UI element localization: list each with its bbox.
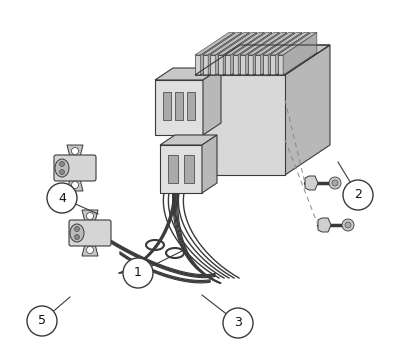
Circle shape [223, 308, 253, 338]
Polygon shape [202, 135, 217, 193]
Polygon shape [246, 32, 279, 75]
Circle shape [60, 169, 64, 174]
Polygon shape [262, 32, 302, 55]
Polygon shape [160, 145, 202, 193]
Polygon shape [276, 32, 309, 75]
Polygon shape [283, 32, 317, 75]
Polygon shape [163, 92, 171, 120]
Polygon shape [240, 55, 246, 75]
Polygon shape [262, 55, 268, 75]
Circle shape [86, 213, 94, 220]
Circle shape [74, 227, 80, 232]
Polygon shape [261, 32, 294, 75]
FancyBboxPatch shape [69, 220, 111, 246]
FancyBboxPatch shape [54, 155, 96, 181]
Polygon shape [208, 32, 242, 75]
Text: 3: 3 [234, 317, 242, 329]
Polygon shape [187, 92, 195, 120]
Polygon shape [255, 32, 294, 55]
Polygon shape [195, 75, 285, 175]
Polygon shape [278, 55, 283, 75]
Polygon shape [195, 32, 234, 55]
Polygon shape [67, 179, 83, 191]
Polygon shape [225, 32, 264, 55]
Polygon shape [270, 32, 309, 55]
Polygon shape [278, 32, 317, 55]
Polygon shape [305, 176, 318, 190]
Circle shape [343, 180, 373, 210]
Circle shape [47, 183, 77, 213]
Circle shape [27, 306, 57, 336]
Polygon shape [202, 32, 242, 55]
Polygon shape [318, 218, 331, 232]
Polygon shape [285, 45, 330, 175]
Circle shape [60, 162, 64, 167]
Polygon shape [195, 45, 330, 75]
Polygon shape [210, 32, 249, 55]
Polygon shape [231, 32, 264, 75]
Polygon shape [270, 55, 276, 75]
Text: 2: 2 [354, 189, 362, 202]
Polygon shape [175, 92, 183, 120]
Polygon shape [155, 80, 203, 135]
Polygon shape [67, 145, 83, 157]
Polygon shape [240, 32, 279, 55]
Polygon shape [253, 32, 287, 75]
Circle shape [86, 246, 94, 253]
Polygon shape [223, 32, 257, 75]
Polygon shape [202, 55, 208, 75]
Polygon shape [168, 155, 178, 183]
Polygon shape [203, 68, 221, 135]
Ellipse shape [70, 224, 84, 242]
Polygon shape [232, 32, 272, 55]
Text: 1: 1 [134, 267, 142, 280]
Circle shape [342, 219, 354, 231]
Ellipse shape [55, 159, 69, 177]
Circle shape [74, 234, 80, 239]
Polygon shape [218, 55, 223, 75]
Polygon shape [255, 55, 261, 75]
Circle shape [345, 222, 351, 228]
Polygon shape [82, 244, 98, 256]
Text: 5: 5 [38, 315, 46, 328]
Polygon shape [225, 55, 231, 75]
Polygon shape [195, 55, 201, 75]
Polygon shape [232, 55, 238, 75]
Polygon shape [268, 32, 302, 75]
Polygon shape [160, 135, 217, 145]
Polygon shape [184, 155, 194, 183]
Polygon shape [248, 32, 287, 55]
Polygon shape [238, 32, 272, 75]
Polygon shape [216, 32, 249, 75]
Circle shape [72, 181, 78, 189]
Polygon shape [201, 32, 234, 75]
Text: 4: 4 [58, 191, 66, 204]
Polygon shape [82, 210, 98, 222]
Polygon shape [218, 32, 257, 55]
Polygon shape [155, 68, 221, 80]
Circle shape [329, 177, 341, 189]
Polygon shape [248, 55, 253, 75]
Circle shape [72, 148, 78, 155]
Polygon shape [210, 55, 216, 75]
Circle shape [332, 180, 338, 186]
Circle shape [123, 258, 153, 288]
